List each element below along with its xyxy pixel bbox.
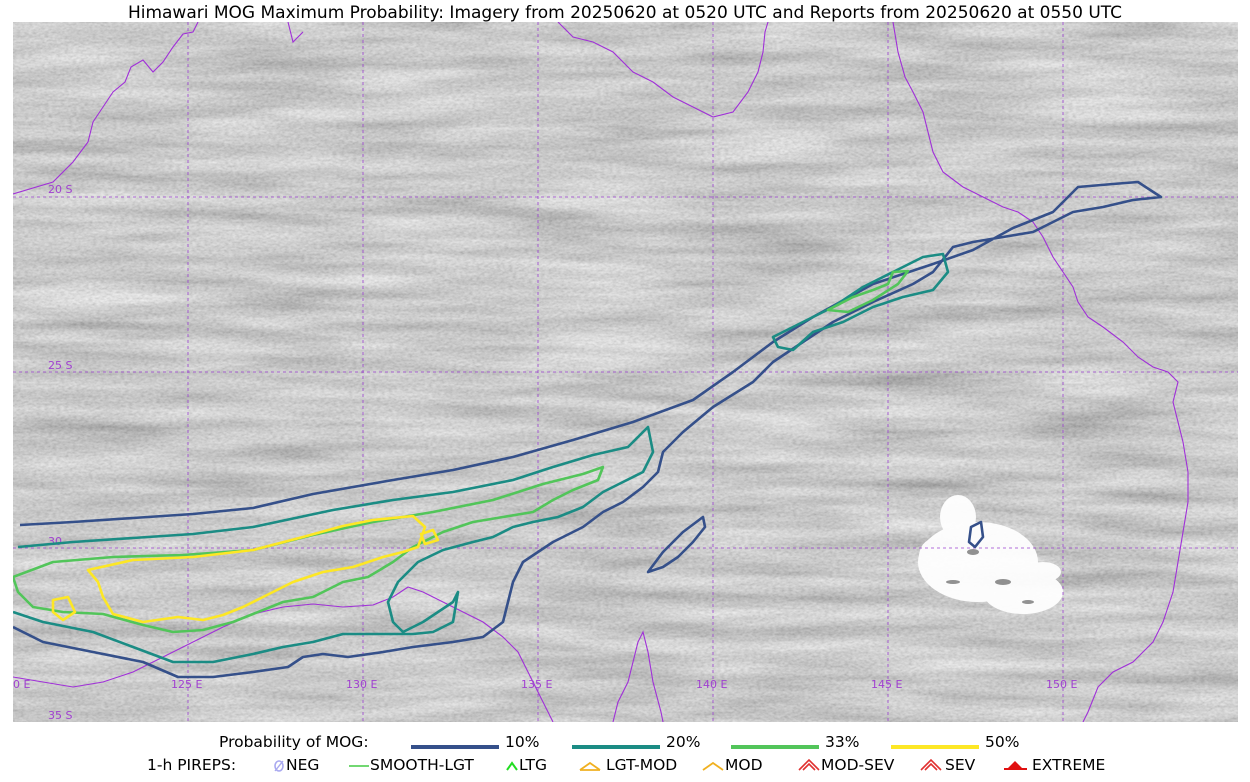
legend-swatch-50 [891,744,979,749]
legend-pirep-ltg: LTG [505,756,547,774]
legend-pirep-sev: SEV [919,756,975,774]
mod-sev-icon [798,758,820,771]
smooth-lgt-icon [349,765,369,767]
legend-pirep-extreme: EXTREME [1003,756,1105,774]
extreme-icon [1004,761,1027,770]
satellite-map[interactable]: 120 E 125 E 130 E 135 E 140 E 145 E 150 … [13,22,1238,722]
legend-pirep-label: MOD [725,756,763,774]
legend-swatch-33 [731,744,819,749]
lat-label: 35 S [48,709,72,722]
sev-icon [920,758,942,771]
contour-50-percent [86,514,427,624]
lat-label: 20 S [48,183,72,196]
lon-label: 120 E [13,678,30,691]
legend-pirep-neg: NEG [272,756,319,774]
lon-label: 145 E [871,678,902,691]
legend-pirep-label: LGT-MOD [606,756,678,774]
legend-item-50: 50% [891,733,1019,751]
contour-33-percent [13,465,605,634]
legend-label-10: 10% [505,733,540,751]
legend-pirep-label: SEV [945,756,976,774]
pireps-legend-label: 1-h PIREPS: [147,756,237,774]
legend-pirep-label: LTG [519,756,547,774]
contour-20-percent [13,425,655,664]
ltg-icon [506,761,518,771]
contour-50-percent-west [51,595,77,622]
contour-10-percent-small [967,520,985,549]
lat-label: 25 S [48,359,72,372]
lon-label: 150 E [1046,678,1077,691]
legend-item-10: 10% [411,733,539,751]
lon-label: 125 E [171,678,202,691]
probability-legend-label: Probability of MOG: [219,733,369,751]
legend-item-33: 33% [731,733,859,751]
legend-item-20: 20% [572,733,700,751]
graticule [13,22,1238,722]
legend-pirep-label: NEG [286,756,320,774]
legend-label-33: 33% [825,733,860,751]
legend-swatch-20 [572,744,660,749]
legend-pirep-smooth-lgt: SMOOTH-LGT [348,756,474,774]
contour-50-percent-east [419,528,440,546]
lon-label: 140 E [696,678,727,691]
lon-label: 130 E [346,678,377,691]
map-title: Himawari MOG Maximum Probability: Imager… [127,3,1123,23]
legend-pirep-label: MOD-SEV [821,756,895,774]
legend-pirep-mod-sev: MOD-SEV [797,756,894,774]
contour-20-percent-ne [771,252,950,352]
mod-icon [702,761,724,771]
lon-label: 135 E [521,678,552,691]
legend-pirep-lgt-mod: LGT-MOD [578,756,677,774]
coastlines [13,22,1189,722]
legend-swatch-10 [411,744,499,749]
legend-label-20: 20% [666,733,701,751]
legend-label-50: 50% [985,733,1020,751]
contour-10-percent [13,180,1163,679]
legend-pirep-mod: MOD [701,756,763,774]
legend-pirep-label: SMOOTH-LGT [370,756,474,774]
grid-labels: 120 E 125 E 130 E 135 E 140 E 145 E 150 … [13,183,1077,722]
map-canvas: 120 E 125 E 130 E 135 E 140 E 145 E 150 … [13,22,1238,722]
lat-label: 30 [48,535,62,548]
contour-10-percent-island [646,515,707,574]
legend-pirep-label: EXTREME [1032,756,1106,774]
lgt-mod-icon [579,761,601,771]
contour-33-percent-ne [826,269,910,314]
neg-icon [274,760,284,772]
